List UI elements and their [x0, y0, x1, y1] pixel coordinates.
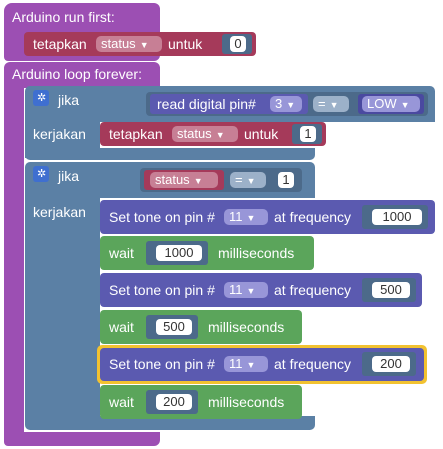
chevron-down-icon: ▼: [193, 176, 203, 186]
operator-dropdown[interactable]: = ▼: [230, 172, 266, 188]
frequency-label: at frequency: [274, 282, 352, 298]
tone-pin-dropdown[interactable]: 11 ▼: [224, 356, 268, 372]
chevron-down-icon: ▼: [246, 360, 256, 370]
chevron-down-icon: ▼: [246, 176, 256, 186]
number-field[interactable]: 0: [230, 36, 246, 52]
ms-field[interactable]: 500: [156, 319, 192, 335]
unit-label: milliseconds: [208, 394, 285, 410]
number-field[interactable]: 1: [300, 126, 316, 142]
tone-pin-dropdown[interactable]: 11 ▼: [224, 209, 268, 225]
if-label: jika: [58, 92, 80, 108]
gear-glyph: ✲: [37, 168, 47, 180]
frequency-field[interactable]: 500: [372, 282, 410, 298]
frequency-field[interactable]: 1000: [372, 209, 422, 225]
setup-title: Arduino run first:: [12, 9, 115, 25]
tone-label: Set tone on pin #: [109, 209, 215, 225]
set-keyword: tetapkan: [109, 126, 163, 142]
unit-label: milliseconds: [208, 319, 285, 335]
loop-title: Arduino loop forever:: [12, 66, 142, 82]
loop-block[interactable]: [4, 62, 160, 88]
wait-block-2[interactable]: [100, 310, 302, 344]
chevron-down-icon: ▼: [215, 130, 225, 140]
unit-label: milliseconds: [218, 245, 295, 261]
chevron-down-icon: ▼: [139, 40, 149, 50]
chevron-down-icon: ▼: [400, 100, 410, 110]
chevron-down-icon: ▼: [246, 286, 256, 296]
variable-dropdown[interactable]: status ▼: [96, 36, 162, 52]
ms-field[interactable]: 1000: [156, 245, 202, 261]
chevron-down-icon: ▼: [286, 100, 296, 110]
frequency-field[interactable]: 200: [372, 356, 410, 372]
gear-icon[interactable]: [33, 90, 49, 106]
gear-icon[interactable]: [33, 166, 49, 182]
wait-label: wait: [109, 319, 134, 335]
variable-dropdown[interactable]: status ▼: [172, 126, 238, 142]
tone-label: Set tone on pin #: [109, 356, 215, 372]
to-label: untuk: [244, 126, 279, 142]
read-label: read digital pin#: [157, 96, 256, 112]
do-label: kerjakan: [33, 126, 86, 142]
variable-dropdown[interactable]: status ▼: [150, 172, 218, 188]
to-label: untuk: [168, 36, 203, 52]
wait-block-3[interactable]: [100, 385, 302, 419]
if-label: jika: [58, 168, 80, 184]
tone-label: Set tone on pin #: [109, 282, 215, 298]
number-field[interactable]: 1: [278, 172, 294, 188]
chevron-down-icon: ▼: [329, 100, 339, 110]
state-dropdown[interactable]: LOW ▼: [362, 96, 420, 112]
do-label: kerjakan: [33, 204, 86, 220]
gear-glyph: ✲: [37, 92, 47, 104]
set-keyword: tetapkan: [33, 36, 87, 52]
frequency-label: at frequency: [274, 356, 352, 372]
pin-dropdown[interactable]: 3 ▼: [270, 96, 302, 112]
tone-pin-dropdown[interactable]: 11 ▼: [224, 282, 268, 298]
ms-field[interactable]: 200: [156, 394, 192, 410]
chevron-down-icon: ▼: [246, 213, 256, 223]
operator-dropdown[interactable]: = ▼: [313, 96, 349, 112]
read-digital-block[interactable]: [150, 94, 308, 114]
wait-label: wait: [109, 394, 134, 410]
wait-label: wait: [109, 245, 134, 261]
frequency-label: at frequency: [274, 209, 352, 225]
